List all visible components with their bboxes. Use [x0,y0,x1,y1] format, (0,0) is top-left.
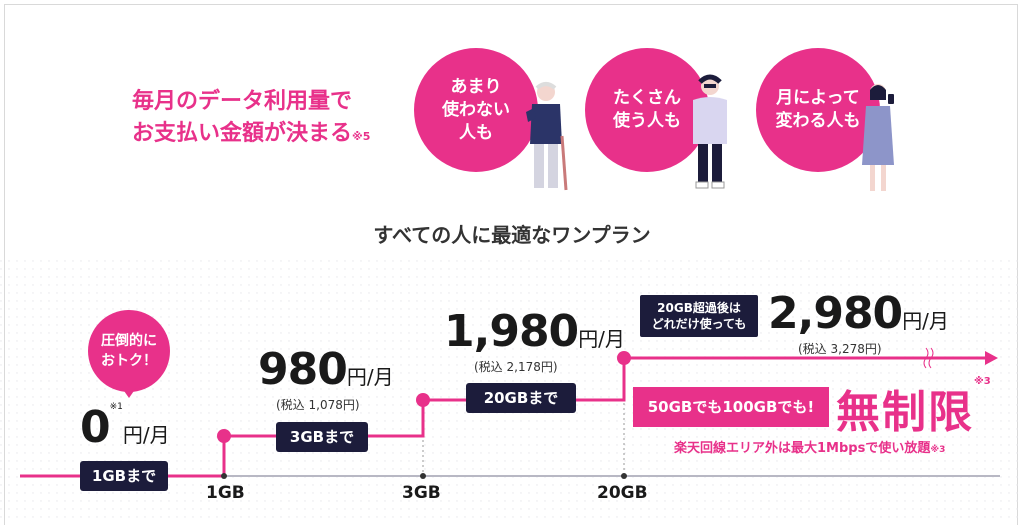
over20-line2: どれだけ使っても [651,317,747,331]
price-tier-1gb: 0※1 円/月 [80,402,170,453]
best-value-bubble: 圧倒的に おトク！ [88,310,170,392]
price-value: 0 [80,402,111,453]
circle-line: たくさん [613,88,681,108]
tax-tier-unlimited: (税込 3,278円) [798,342,882,356]
price-value: 980 [258,344,348,395]
price-tier-3gb: 980円/月 [258,344,394,395]
limit-tag-20gb: 20GBまで [466,383,576,413]
elderly-man-illustration [526,82,568,191]
axis-label-3gb: 3GB [402,483,441,503]
unlimited-text: 無制限 [836,387,974,438]
circle-line: 月によって [776,88,860,108]
circle-light-user: あまり 使わない 人も [414,48,538,172]
price-value: 2,980 [768,288,903,339]
bubble-line1: 圧倒的に [101,333,157,349]
circle-line: 人も [459,122,493,143]
step-point-20gb [617,351,631,365]
tagline: すべての人に最適なワンプラン [373,223,651,247]
price-value: 1,980 [444,306,579,357]
limit-tag-1gb: 1GBまで [80,461,168,491]
bubble-tail [122,388,136,398]
price-unit: 円/月 [578,327,625,351]
step-point-1gb [217,429,231,443]
outside-area-note: 楽天回線エリア外は最大1Mbpsで使い放題※3 [674,437,945,456]
circle-line: あまり [450,76,502,97]
tax-tier-20gb: (税込 2,178円) [474,360,558,374]
circle-line: 使う人も [613,111,681,131]
price-tier-unlimited: 2,980円/月 [768,288,949,339]
circle-heavy-user: たくさん 使う人も [585,48,709,172]
circle-variable-user: 月によって 変わる人も [756,48,880,172]
circle-line: 使わない [442,99,510,120]
outside-text: 楽天回線エリア外は最大1Mbpsで使い放題 [674,441,931,456]
axis-label-20gb: 20GB [597,483,648,503]
headline: 毎月のデータ利用量で お支払い金額が決まる※5 [132,86,412,153]
young-man-illustration [693,74,727,189]
headline-line2: お支払い金額が決まる [132,121,353,146]
over20-line1: 20GB超過後は [657,301,741,315]
unlimited-note: ※3 [974,376,991,387]
axis-dot-20gb [621,473,627,479]
outside-note-mark: ※3 [930,445,946,455]
axis-label-1gb: 1GB [206,483,245,503]
limit-tag-3gb: 3GBまで [276,422,368,452]
price-unit: 円/月 [902,309,949,333]
price-tier-20gb: 1,980円/月 [444,306,625,357]
axis-dot-3gb [420,473,426,479]
unlimited-word: 無制限※3 [836,376,991,440]
bubble-line2: おトク！ [101,353,157,369]
woman-with-phone-illustration [862,84,894,191]
break-mark [928,347,934,369]
arrow-head [985,351,998,365]
price-unit: 円/月 [122,423,170,447]
break-mark [923,347,929,369]
over-20gb-note: 20GB超過後は どれだけ使っても [640,295,758,337]
headline-line1: 毎月のデータ利用量で [132,89,353,114]
step-point-3gb [416,393,430,407]
unlimited-banner: 50GBでも100GBでも! [633,387,829,427]
price-unit: 円/月 [346,365,394,389]
price-note: ※1 [109,402,123,412]
headline-note: ※5 [352,130,371,143]
circle-line: 変わる人も [775,111,861,131]
axis-dot-1gb [221,473,227,479]
tax-tier-3gb: (税込 1,078円) [276,398,360,412]
